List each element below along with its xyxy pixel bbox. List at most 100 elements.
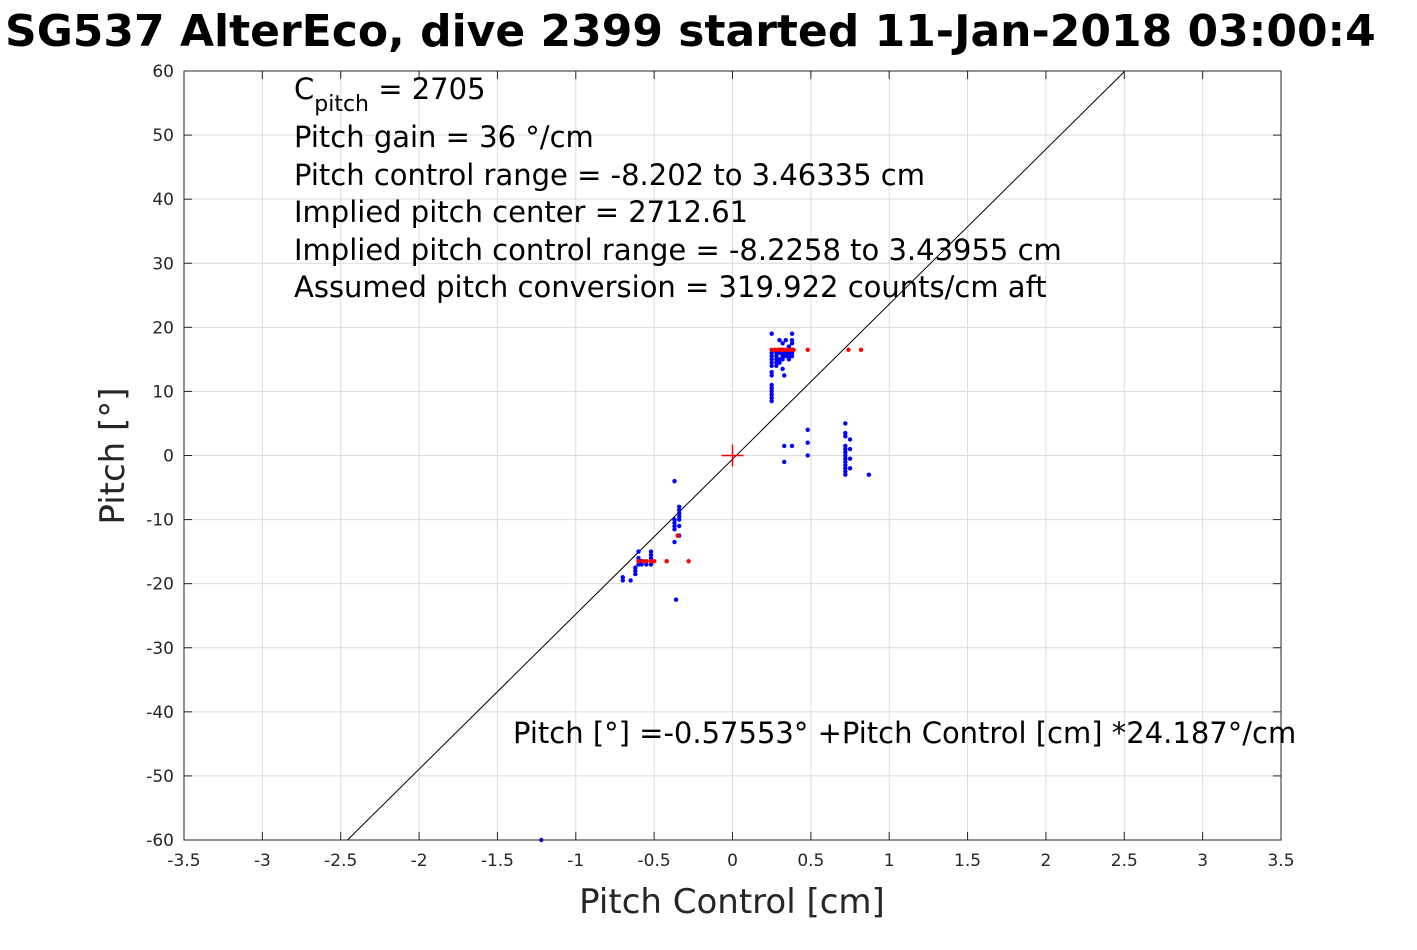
x-tick-label: -0.5 <box>638 851 671 871</box>
observed-point <box>769 363 774 368</box>
observed-point <box>780 357 785 362</box>
observed-point <box>782 443 787 449</box>
excluded-point <box>805 347 810 352</box>
observed-point <box>636 562 641 567</box>
annotation-implied-control-range: Implied pitch control range = -8.2258 to… <box>294 233 1062 267</box>
plot-frame <box>183 70 1282 841</box>
observed-point <box>628 578 633 583</box>
observed-point <box>843 459 848 465</box>
observed-point <box>620 575 625 580</box>
observed-point <box>648 549 654 554</box>
observed-point <box>677 514 682 519</box>
observed-point <box>769 395 774 401</box>
observed-point <box>769 331 774 336</box>
observed-point <box>789 443 795 449</box>
observed-point <box>786 353 792 359</box>
observed-point <box>774 353 779 359</box>
excluded-point <box>791 347 796 352</box>
x-tick-label: 0.5 <box>797 851 824 871</box>
observed-point <box>636 555 641 561</box>
annotation-c-pitch: Cpitch = 2705 <box>294 72 486 117</box>
excluded-point <box>780 347 785 352</box>
annotation-c-pitch-value: = 2705 <box>369 72 486 106</box>
excluded-point <box>772 347 778 352</box>
observed-point <box>677 523 682 529</box>
excluded-point <box>644 559 649 564</box>
observed-point <box>633 565 638 570</box>
observed-point <box>673 597 679 602</box>
observed-point <box>672 517 677 522</box>
x-tick-label: -1 <box>567 851 584 871</box>
x-tick-label: 0 <box>727 851 738 871</box>
annotation-fit-equation: Pitch [°] =-0.57553° +Pitch Control [cm]… <box>513 716 1296 750</box>
observed-point <box>769 386 774 391</box>
observed-point <box>843 446 848 452</box>
x-tick-label: -3.5 <box>167 851 200 871</box>
observed-point <box>843 430 848 436</box>
y-tick-label: 0 <box>163 447 174 467</box>
excluded-point <box>636 559 641 564</box>
observed-point <box>843 450 848 455</box>
observed-point <box>843 462 848 468</box>
y-tick-label: -20 <box>146 575 174 595</box>
y-tick-label: 60 <box>152 62 174 82</box>
excluded-point <box>788 347 793 352</box>
y-tick-label: -30 <box>146 639 174 659</box>
observed-point <box>843 421 848 426</box>
excluded-point <box>675 533 680 538</box>
y-tick-label: -60 <box>146 831 174 851</box>
observed-point <box>847 446 853 452</box>
observed-point <box>783 353 788 359</box>
data-points <box>539 331 872 843</box>
y-tick-label: 40 <box>152 190 174 210</box>
y-tick-label: 30 <box>152 254 174 274</box>
x-tick-label: 1 <box>884 851 895 871</box>
excluded-point <box>785 347 790 352</box>
observed-point <box>843 466 848 471</box>
observed-point <box>805 453 810 458</box>
observed-point <box>769 389 774 394</box>
annotation-c-pitch-prefix: C <box>294 72 314 106</box>
annotation-pitch-gain: Pitch gain = 36 °/cm <box>294 120 594 154</box>
observed-point <box>774 357 779 362</box>
observed-point <box>805 440 810 445</box>
observed-point <box>777 360 782 365</box>
observed-point <box>677 504 682 509</box>
x-tick-label: 3.5 <box>1267 851 1294 871</box>
observed-point <box>847 466 853 471</box>
excluded-point <box>664 559 669 564</box>
observed-point <box>769 353 774 359</box>
observed-point <box>633 571 638 577</box>
observed-point <box>672 526 677 532</box>
observed-point <box>783 337 788 343</box>
observed-point <box>843 456 848 461</box>
observed-point <box>633 568 638 574</box>
observed-point <box>782 459 787 465</box>
observed-point <box>648 555 654 561</box>
excluded-point <box>648 559 654 564</box>
observed-point <box>672 478 677 484</box>
center-marker-group <box>721 444 744 467</box>
axis-ticks: -3.5 -3 -2.5 -2 -1.5 -1 -0.5 0 0.5 1 1.5 2 2.5 3 3.5 -6… <box>146 62 1294 871</box>
excluded-point <box>640 559 646 564</box>
observed-point <box>677 517 682 522</box>
observed-point <box>789 341 795 346</box>
x-tick-label: -3 <box>254 851 271 871</box>
excluded-point <box>846 347 851 352</box>
observed-point <box>769 369 774 375</box>
observed-point <box>780 366 785 372</box>
excluded-point <box>769 347 774 352</box>
observed-point <box>672 523 677 529</box>
observed-point <box>644 562 649 567</box>
excluded-point <box>858 347 864 352</box>
observed-point <box>786 357 792 362</box>
annotation-c-pitch-subscript: pitch <box>314 92 369 117</box>
observed-point <box>843 453 848 458</box>
observed-point <box>777 357 782 362</box>
observed-point <box>843 434 848 439</box>
chart-title: SG537 AlterEco, dive 2399 started 11-Jan… <box>5 6 1376 57</box>
x-tick-label: 3 <box>1197 851 1208 871</box>
y-tick-label: -10 <box>146 511 174 531</box>
